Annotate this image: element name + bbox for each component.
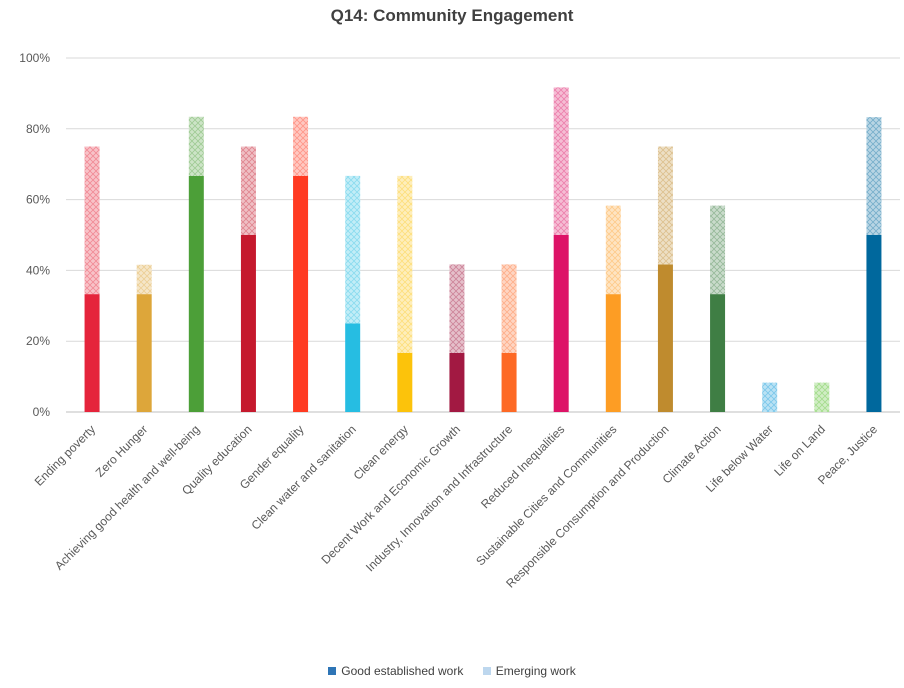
y-tick-label: 100% bbox=[19, 51, 50, 65]
bar-good-established-work bbox=[501, 352, 517, 412]
bar-emerging-work bbox=[84, 146, 100, 295]
x-tick-label: Life on Land bbox=[771, 422, 828, 479]
y-tick-label: 40% bbox=[26, 263, 50, 277]
y-tick-label: 20% bbox=[26, 334, 50, 348]
y-axis-ticks: 0% 20% 40% 60% 80% 100% bbox=[19, 51, 50, 419]
legend-swatch-emerging bbox=[482, 667, 491, 675]
bar-good-established-work bbox=[553, 235, 569, 412]
x-tick-label: Zero Hunger bbox=[93, 422, 151, 480]
bar-good-established-work bbox=[293, 175, 309, 412]
bar-emerging-work bbox=[345, 175, 361, 324]
bar-emerging-work bbox=[136, 264, 152, 295]
bar-emerging-work bbox=[240, 146, 256, 235]
bar-emerging-work bbox=[449, 264, 465, 353]
bar-emerging-work bbox=[397, 175, 413, 353]
bar-good-established-work bbox=[136, 294, 152, 412]
bar-emerging-work bbox=[762, 382, 778, 412]
bar-good-established-work bbox=[84, 294, 100, 412]
bar-good-established-work bbox=[397, 352, 413, 412]
bar-good-established-work bbox=[605, 294, 621, 412]
bar-good-established-work bbox=[345, 323, 361, 412]
bar-good-established-work bbox=[866, 235, 882, 412]
bar-emerging-work bbox=[710, 205, 726, 295]
bar-good-established-work bbox=[657, 264, 673, 412]
bar-emerging-work bbox=[293, 116, 309, 176]
bar-emerging-work bbox=[814, 382, 830, 412]
legend-item-good: Good established work bbox=[328, 664, 463, 678]
chart-title: Q14: Community Engagement bbox=[330, 6, 574, 25]
x-tick-label: Ending poverty bbox=[32, 422, 99, 489]
bar-good-established-work bbox=[449, 352, 465, 412]
legend-item-emerging: Emerging work bbox=[482, 664, 576, 678]
y-tick-label: 0% bbox=[33, 405, 51, 419]
bar-emerging-work bbox=[866, 117, 882, 235]
x-tick-label: Clean water and sanitation bbox=[248, 422, 358, 532]
bar-good-established-work bbox=[240, 235, 256, 412]
bars bbox=[84, 87, 882, 412]
bar-emerging-work bbox=[605, 205, 621, 295]
bar-emerging-work bbox=[657, 146, 673, 265]
gridlines bbox=[66, 57, 900, 413]
y-tick-label: 60% bbox=[26, 193, 50, 207]
bar-emerging-work bbox=[188, 116, 204, 176]
bar-good-established-work bbox=[188, 175, 204, 412]
legend-label-emerging: Emerging work bbox=[495, 664, 576, 678]
bar-emerging-work bbox=[553, 87, 569, 235]
bar-good-established-work bbox=[710, 294, 726, 412]
legend-label-good: Good established work bbox=[341, 664, 464, 678]
legend-swatch-good bbox=[328, 667, 337, 675]
legend: Good established work Emerging work bbox=[0, 664, 904, 678]
y-tick-label: 80% bbox=[26, 122, 50, 136]
bar-emerging-work bbox=[501, 264, 517, 353]
